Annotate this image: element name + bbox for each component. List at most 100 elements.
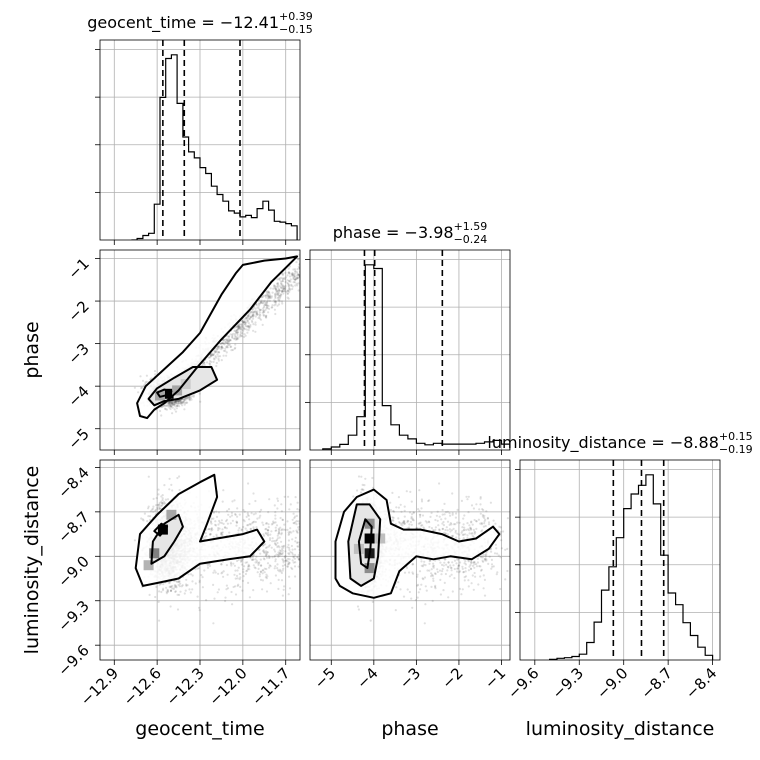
sample-point	[228, 336, 230, 338]
sample-point	[291, 538, 293, 540]
sample-point	[249, 324, 251, 326]
sample-point	[304, 256, 306, 258]
sample-point	[213, 570, 215, 572]
sample-point	[227, 514, 229, 516]
sample-point	[302, 539, 304, 541]
sample-point	[218, 360, 220, 362]
sample-point	[247, 582, 249, 584]
sample-point	[281, 302, 283, 304]
sample-point	[269, 556, 271, 558]
sample-point	[286, 529, 288, 531]
sample-point	[185, 585, 187, 587]
sample-point	[204, 364, 206, 366]
sample-point	[293, 513, 295, 515]
sample-point	[284, 496, 286, 498]
sample-point	[275, 558, 277, 560]
sample-point	[295, 496, 297, 498]
panel-title: geocent_time = −12.41+0.39 −0.15	[87, 10, 313, 36]
sample-point	[306, 545, 308, 547]
sample-point	[165, 405, 167, 407]
sample-point	[247, 514, 249, 516]
sample-point	[304, 262, 306, 264]
sample-point	[269, 564, 271, 566]
sample-point	[214, 520, 216, 522]
sample-point	[271, 306, 273, 308]
sample-point	[306, 275, 308, 277]
sample-point	[297, 258, 299, 260]
sample-point	[146, 520, 148, 522]
sample-point	[251, 512, 253, 514]
sample-point	[305, 252, 307, 254]
sample-point	[243, 324, 245, 326]
sample-point	[282, 280, 284, 282]
sample-point	[261, 588, 263, 590]
sample-point	[306, 281, 308, 283]
sample-point	[281, 300, 283, 302]
sample-point	[196, 568, 198, 570]
sample-point	[184, 592, 186, 594]
sample-point	[249, 596, 251, 598]
sample-point	[236, 329, 238, 331]
sample-point	[276, 567, 278, 569]
sample-point	[303, 271, 305, 273]
sample-point	[258, 568, 260, 570]
sample-point	[191, 580, 193, 582]
sample-point	[215, 365, 217, 367]
sample-point	[237, 338, 239, 340]
sample-point	[262, 579, 264, 581]
sample-point	[177, 594, 179, 596]
sample-point	[294, 279, 296, 281]
sample-point	[295, 261, 297, 263]
sample-point	[213, 598, 215, 600]
sample-point	[209, 356, 211, 358]
sample-point	[213, 536, 215, 538]
sample-point	[296, 284, 298, 286]
sample-point	[298, 566, 300, 568]
sample-point	[184, 404, 186, 406]
sample-point	[156, 497, 158, 499]
sample-point	[234, 570, 236, 572]
sample-point	[282, 595, 284, 597]
sample-point	[157, 508, 159, 510]
sample-point	[306, 561, 308, 563]
sample-point	[230, 564, 232, 566]
sample-point	[248, 518, 250, 520]
sample-point	[263, 535, 265, 537]
panel-title: luminosity_distance = −8.88+0.15 −0.19	[487, 430, 752, 456]
sample-point	[238, 527, 240, 529]
sample-point	[274, 542, 276, 544]
sample-point	[269, 295, 271, 297]
sample-point	[305, 276, 307, 278]
sample-point	[247, 326, 249, 328]
sample-point	[283, 589, 285, 591]
sample-point	[284, 557, 286, 559]
sample-point	[282, 290, 284, 292]
sample-point	[144, 513, 146, 515]
sample-point	[237, 529, 239, 531]
sample-point	[211, 518, 213, 520]
sample-point	[170, 605, 172, 607]
sample-point	[265, 315, 267, 317]
sample-point	[265, 302, 267, 304]
sample-point	[237, 569, 239, 571]
sample-point	[305, 548, 307, 550]
sample-point	[209, 565, 211, 567]
sample-point	[250, 528, 252, 530]
sample-point	[280, 517, 282, 519]
sample-point	[277, 297, 279, 299]
sample-point	[164, 502, 166, 504]
sample-point	[163, 484, 165, 486]
sample-point	[273, 549, 275, 551]
sample-point	[304, 269, 306, 271]
sample-point	[190, 591, 192, 593]
corner-plot: geocent_time = −12.41+0.39 −0.15phase = −…	[0, 0, 760, 760]
sample-point	[298, 289, 300, 291]
sample-point	[142, 380, 144, 382]
sample-point	[302, 537, 304, 539]
sample-point	[287, 496, 289, 498]
sample-point	[275, 288, 277, 290]
sample-point	[248, 329, 250, 331]
sample-point	[178, 402, 180, 404]
sample-point	[213, 361, 215, 363]
sample-point	[281, 579, 283, 581]
